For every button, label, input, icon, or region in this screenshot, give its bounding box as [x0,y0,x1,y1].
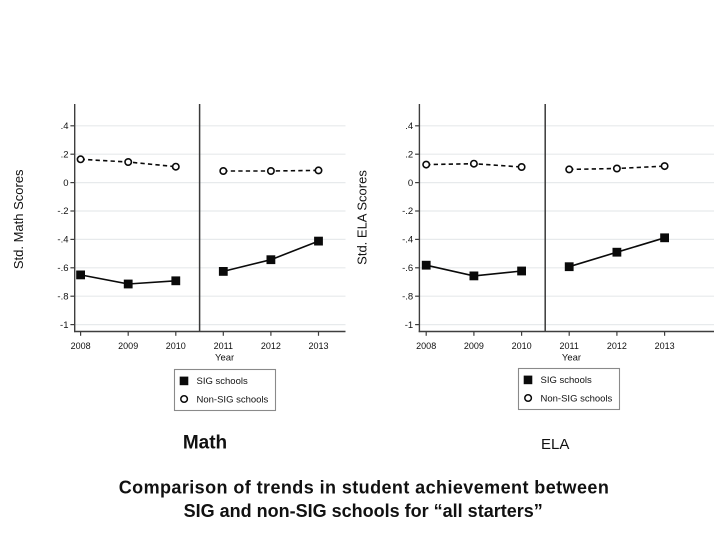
svg-text:SIG schools: SIG schools [541,375,592,386]
svg-text:.2: .2 [405,149,413,160]
svg-text:Std. ELA Scores: Std. ELA Scores [355,170,370,265]
svg-text:0: 0 [63,178,68,189]
svg-text:-.8: -.8 [57,291,68,302]
svg-text:2011: 2011 [214,341,233,351]
svg-text:0: 0 [408,178,413,189]
svg-text:-1: -1 [60,320,68,331]
svg-text:-1: -1 [405,320,413,331]
svg-text:2009: 2009 [464,341,484,351]
svg-text:2008: 2008 [416,341,436,351]
svg-text:-.2: -.2 [57,206,68,217]
svg-text:2012: 2012 [261,341,281,351]
svg-text:Comparison of trends in studen: Comparison of trends in student achievem… [119,477,610,497]
svg-text:2010: 2010 [166,341,186,351]
svg-text:-.4: -.4 [57,235,68,246]
svg-text:.4: .4 [405,121,413,132]
svg-text:.2: .2 [61,149,69,160]
svg-text:2013: 2013 [655,341,675,351]
svg-text:Year: Year [215,352,234,363]
svg-text:ELA: ELA [541,436,569,453]
svg-text:2009: 2009 [118,341,138,351]
svg-text:-.6: -.6 [402,263,413,274]
svg-text:2012: 2012 [607,341,627,351]
svg-text:2008: 2008 [71,341,91,351]
svg-text:-.4: -.4 [402,235,413,246]
svg-text:-.6: -.6 [57,263,68,274]
svg-text:Std. Math Scores: Std. Math Scores [11,169,26,269]
svg-text:SIG and non-SIG schools for “a: SIG and non-SIG schools for “all starter… [184,501,543,521]
svg-text:-.2: -.2 [402,206,413,217]
svg-text:SIG schools: SIG schools [197,376,248,387]
svg-text:2011: 2011 [560,341,579,351]
svg-text:.4: .4 [61,121,69,132]
svg-text:Year: Year [562,352,581,363]
svg-text:Math: Math [183,433,227,454]
svg-text:Non-SIG schools: Non-SIG schools [197,394,269,405]
svg-text:-.8: -.8 [402,291,413,302]
svg-text:2010: 2010 [512,341,532,351]
svg-text:2013: 2013 [308,341,328,351]
svg-text:Non-SIG schools: Non-SIG schools [541,393,613,404]
